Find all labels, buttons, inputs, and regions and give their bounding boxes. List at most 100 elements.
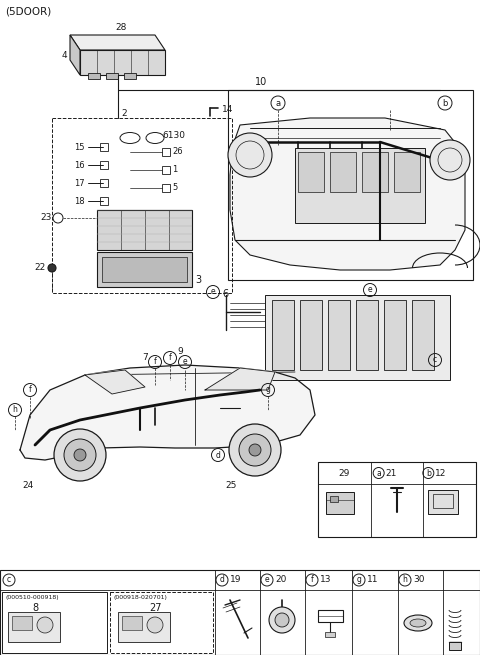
Bar	[0, 570, 480, 655]
Text: a: a	[276, 98, 281, 107]
Circle shape	[48, 264, 56, 272]
Text: 6: 6	[222, 289, 228, 299]
Bar	[356, 300, 378, 370]
Text: 9: 9	[177, 348, 183, 356]
Text: 27: 27	[149, 603, 161, 613]
Bar	[449, 642, 461, 650]
Bar	[394, 152, 420, 192]
Bar	[433, 494, 453, 508]
Ellipse shape	[404, 615, 432, 631]
Bar	[300, 300, 322, 370]
Polygon shape	[230, 118, 465, 270]
Bar	[52, 118, 232, 293]
Text: 10: 10	[255, 77, 267, 87]
Bar	[162, 184, 170, 192]
Circle shape	[229, 424, 281, 476]
Bar	[97, 252, 192, 287]
Bar	[318, 610, 343, 622]
Text: 22: 22	[35, 263, 46, 272]
Bar	[330, 152, 356, 192]
Text: (5DOOR): (5DOOR)	[5, 7, 51, 17]
Circle shape	[54, 429, 106, 481]
Circle shape	[239, 434, 271, 466]
Text: 7: 7	[142, 352, 148, 362]
Bar	[12, 616, 32, 630]
Bar	[298, 152, 324, 192]
Text: f: f	[311, 576, 313, 584]
Text: 4: 4	[62, 50, 68, 60]
Bar	[2, 592, 107, 653]
Circle shape	[74, 449, 86, 461]
Text: 3: 3	[195, 275, 201, 285]
Text: e: e	[368, 286, 372, 295]
Polygon shape	[70, 35, 165, 50]
Text: f: f	[168, 354, 171, 362]
Bar	[88, 73, 100, 79]
Text: b: b	[442, 98, 448, 107]
Bar	[106, 73, 118, 79]
Text: e: e	[211, 288, 216, 297]
Text: 25: 25	[225, 481, 236, 489]
Bar	[97, 210, 192, 250]
Text: 20: 20	[275, 576, 287, 584]
Bar	[330, 496, 338, 502]
Text: c: c	[433, 356, 437, 364]
Text: 14: 14	[222, 105, 233, 115]
Circle shape	[430, 140, 470, 180]
Bar	[326, 492, 354, 514]
Text: e: e	[264, 576, 269, 584]
Bar	[110, 592, 213, 653]
Text: (000510-000918): (000510-000918)	[5, 595, 59, 599]
Bar	[100, 179, 108, 187]
Text: d: d	[216, 451, 220, 460]
Text: f: f	[154, 358, 156, 367]
Bar	[428, 490, 458, 514]
Polygon shape	[70, 35, 80, 75]
Text: 18: 18	[74, 196, 85, 206]
Bar	[162, 148, 170, 156]
Text: g: g	[357, 576, 361, 584]
Text: 6130: 6130	[162, 130, 185, 140]
Bar	[362, 152, 388, 192]
Text: a: a	[376, 468, 381, 477]
Circle shape	[147, 617, 163, 633]
Text: 13: 13	[320, 576, 332, 584]
Text: 16: 16	[74, 160, 85, 170]
Text: g: g	[265, 386, 270, 394]
Circle shape	[275, 613, 289, 627]
Text: 2: 2	[121, 109, 127, 117]
Bar	[412, 300, 434, 370]
Text: 8: 8	[32, 603, 38, 613]
Polygon shape	[20, 365, 315, 460]
Text: 1: 1	[172, 166, 177, 174]
Text: 28: 28	[115, 22, 126, 31]
Bar	[100, 143, 108, 151]
Text: e: e	[183, 358, 187, 367]
Circle shape	[228, 133, 272, 177]
Bar	[122, 616, 142, 630]
Text: 26: 26	[172, 147, 182, 157]
Bar	[102, 257, 187, 282]
Bar	[8, 612, 60, 642]
Bar	[328, 300, 350, 370]
Text: 21: 21	[385, 468, 397, 477]
Bar	[384, 300, 406, 370]
Bar	[162, 166, 170, 174]
Text: 11: 11	[367, 576, 379, 584]
Text: 30: 30	[413, 576, 424, 584]
Text: 19: 19	[230, 576, 241, 584]
Text: d: d	[219, 576, 225, 584]
Bar	[295, 148, 425, 223]
Text: 24: 24	[22, 481, 33, 489]
Text: h: h	[12, 405, 17, 415]
Bar	[265, 295, 450, 380]
Bar	[124, 73, 136, 79]
Text: c: c	[7, 576, 11, 584]
Bar	[325, 632, 335, 637]
Text: 15: 15	[74, 143, 85, 151]
Bar	[318, 462, 476, 537]
Polygon shape	[80, 50, 165, 75]
Text: f: f	[29, 386, 31, 394]
Text: (000918-020701): (000918-020701)	[113, 595, 167, 599]
Ellipse shape	[410, 619, 426, 627]
